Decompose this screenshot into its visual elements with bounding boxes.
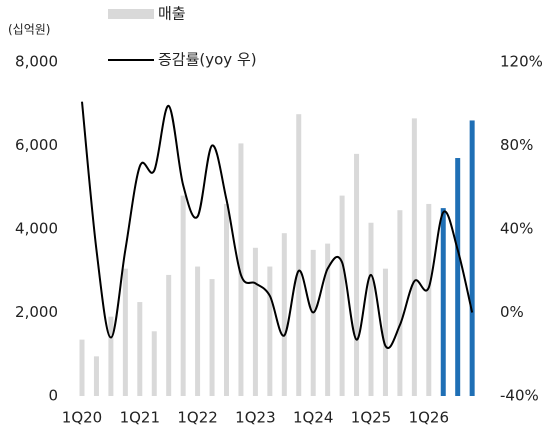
x-tick-label: 1Q23 <box>235 409 275 427</box>
bar <box>122 268 128 396</box>
y2-tick-label: 40% <box>500 220 533 238</box>
bar <box>382 268 388 396</box>
bar <box>411 118 417 397</box>
bar <box>469 120 475 396</box>
y-tick-label: 4,000 <box>15 220 58 238</box>
bar <box>93 356 99 396</box>
bar <box>195 266 201 396</box>
y2-tick-label: 0% <box>500 303 524 321</box>
x-tick-label: 1Q20 <box>62 409 102 427</box>
bar <box>339 195 345 396</box>
bar <box>209 279 215 396</box>
bar <box>108 316 114 396</box>
bar <box>296 114 302 396</box>
unit-label: (십억원) <box>8 23 50 37</box>
bar <box>397 210 403 396</box>
line <box>81 101 474 349</box>
legend-label: 매출 <box>158 5 186 23</box>
bar <box>166 274 172 396</box>
bar <box>252 247 258 396</box>
bar <box>151 331 157 396</box>
y2-tick-label: -40% <box>500 387 539 405</box>
bar <box>426 203 432 396</box>
bar <box>137 302 143 396</box>
x-tick-label: 1Q21 <box>120 409 160 427</box>
x-tick-label: 1Q22 <box>177 409 217 427</box>
x-tick-label: 1Q24 <box>293 409 333 427</box>
bar <box>310 249 316 396</box>
y2-tick-label: 120% <box>500 53 543 71</box>
bar <box>440 208 446 396</box>
bar <box>79 339 85 396</box>
y-tick-label: 8,000 <box>15 53 58 71</box>
x-tick-label: 1Q26 <box>409 409 449 427</box>
bar <box>238 143 244 396</box>
bar <box>455 158 461 396</box>
y-tick-label: 0 <box>48 387 58 405</box>
bar <box>281 233 287 396</box>
bar <box>267 266 273 396</box>
bar <box>325 243 331 396</box>
bar <box>180 195 186 396</box>
y-tick-label: 2,000 <box>15 303 58 321</box>
y2-tick-label: 80% <box>500 136 533 154</box>
bar <box>224 203 229 396</box>
legend-swatch <box>108 9 154 19</box>
x-tick-label: 1Q25 <box>351 409 391 427</box>
y-tick-label: 6,000 <box>15 136 58 154</box>
bar <box>368 222 374 396</box>
legend-label: 증감률(yoy 우) <box>158 51 257 69</box>
bar <box>354 153 360 396</box>
